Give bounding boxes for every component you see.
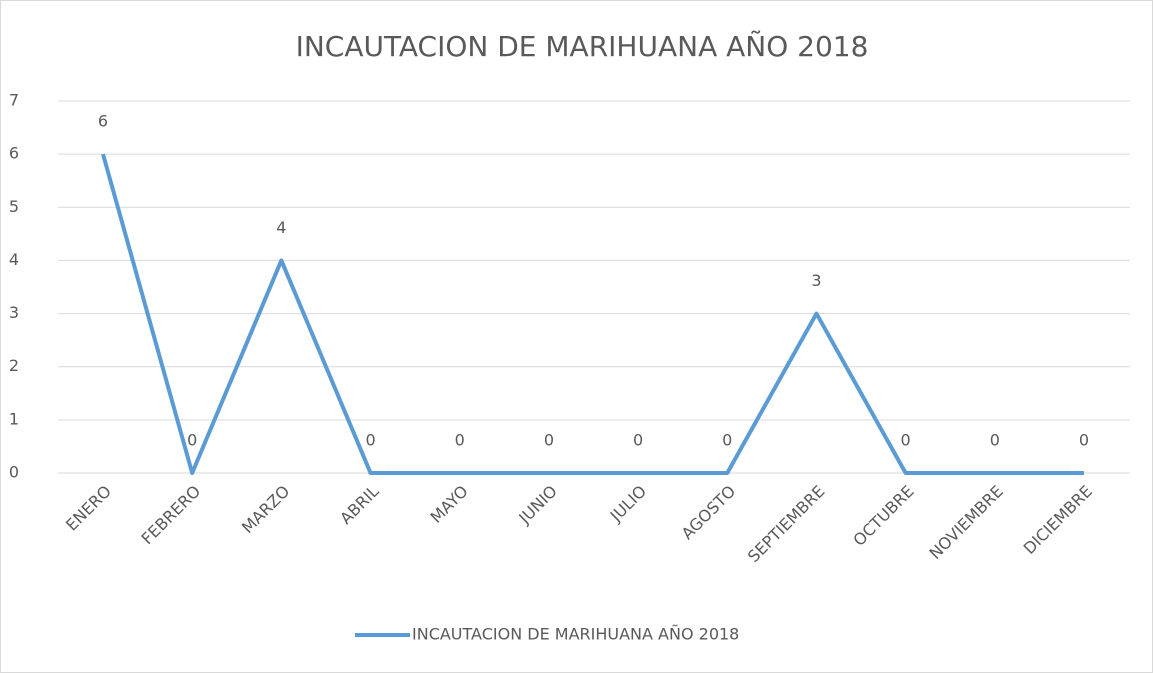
- data-label: 0: [365, 431, 375, 450]
- series-line: [101, 153, 1084, 475]
- legend-label: INCAUTACION DE MARIHUANA AÑO 2018: [412, 625, 739, 644]
- y-tick-label: 1: [9, 409, 19, 428]
- data-label: 0: [722, 431, 732, 450]
- data-label: 4: [276, 218, 286, 237]
- y-tick-label: 5: [9, 197, 19, 216]
- y-tick-label: 3: [9, 303, 19, 322]
- data-label: 0: [633, 431, 643, 450]
- y-tick-label: 4: [9, 250, 19, 269]
- data-label: 0: [187, 431, 197, 450]
- y-tick-label: 2: [9, 356, 19, 375]
- data-label: 0: [455, 431, 465, 450]
- y-tick-label: 0: [9, 463, 19, 482]
- y-tick-label: 7: [9, 91, 19, 110]
- chart-title: INCAUTACION DE MARIHUANA AÑO 2018: [296, 30, 869, 63]
- data-label: 0: [901, 431, 911, 450]
- y-tick-label: 6: [9, 144, 19, 163]
- data-label: 6: [98, 112, 108, 131]
- data-label: 0: [990, 431, 1000, 450]
- data-label: 0: [544, 431, 554, 450]
- data-label: 3: [811, 271, 821, 290]
- data-label: 0: [1079, 431, 1089, 450]
